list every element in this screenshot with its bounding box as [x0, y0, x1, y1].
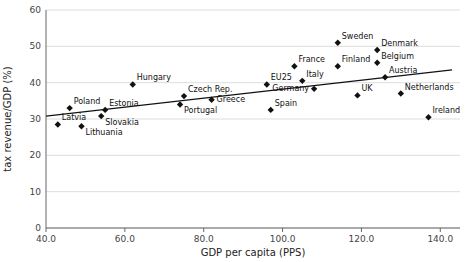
- point: [55, 121, 61, 127]
- point: [374, 47, 380, 53]
- y-tick-label: 30: [30, 114, 42, 124]
- x-tick: [124, 228, 125, 232]
- point-label: Belgium: [381, 52, 414, 61]
- x-tick-label: 40.0: [36, 234, 56, 244]
- point-label: Sweden: [342, 32, 374, 41]
- grid-line: [46, 191, 460, 192]
- y-axis-label: tax revenue/GDP (%): [2, 66, 13, 172]
- point-label: Poland: [74, 97, 101, 106]
- point: [335, 63, 341, 69]
- x-tick-label: 120.0: [349, 234, 375, 244]
- y-tick-label: 0: [35, 223, 41, 233]
- point-label: Italy: [306, 70, 324, 79]
- x-tick-label: 60.0: [115, 234, 135, 244]
- y-tick-label: 60: [30, 5, 42, 15]
- y-tick-label: 50: [30, 41, 42, 51]
- point: [181, 93, 187, 99]
- y-axis: [46, 10, 47, 228]
- point: [130, 81, 136, 87]
- x-tick: [440, 228, 441, 232]
- point: [264, 81, 270, 87]
- point: [335, 40, 341, 46]
- x-tick-label: 100.0: [270, 234, 296, 244]
- grid: [46, 10, 460, 228]
- point: [177, 101, 183, 107]
- grid-line: [46, 228, 460, 229]
- point-label: Ireland: [432, 106, 460, 115]
- x-axis-label: GDP per capita (PPS): [201, 247, 306, 258]
- point: [299, 78, 305, 84]
- point-label: Netherlands: [405, 83, 454, 92]
- y-tick-label: 20: [30, 150, 42, 160]
- point-label: Germany: [272, 84, 309, 93]
- y-tick-label: 40: [30, 78, 42, 88]
- point: [425, 114, 431, 120]
- point-label: Finland: [342, 55, 371, 64]
- grid-line: [46, 82, 460, 83]
- point: [354, 92, 360, 98]
- point-label: UK: [361, 84, 373, 93]
- x-tick-label: 80.0: [194, 234, 214, 244]
- point: [398, 90, 404, 96]
- chart: 0 10 20 30 40 50 60 40.0 60.0 80.0 100.0 120.0 140.0…: [0, 0, 474, 262]
- point-label: Lithuania: [85, 128, 122, 137]
- trend-line: [46, 70, 452, 116]
- point: [66, 105, 72, 111]
- point-label: France: [298, 55, 325, 64]
- grid-line: [46, 155, 460, 156]
- x-tick-label: 140.0: [427, 234, 453, 244]
- x-tick: [203, 228, 204, 232]
- point-label: Estonia: [109, 99, 139, 108]
- x-tick: [282, 228, 283, 232]
- point-label: Greece: [217, 95, 246, 104]
- point-label: Austria: [389, 66, 417, 75]
- point-label: EU25: [271, 73, 292, 82]
- point-label: Denmark: [381, 39, 418, 48]
- point-label: Portugal: [184, 106, 217, 115]
- point: [374, 59, 380, 65]
- point: [291, 63, 297, 69]
- x-tick: [361, 228, 362, 232]
- y-tick-label: 10: [30, 187, 42, 197]
- point: [311, 86, 317, 92]
- point: [268, 107, 274, 113]
- point-label: Spain: [275, 99, 297, 108]
- point: [78, 123, 84, 129]
- x-axis: [46, 228, 460, 229]
- marks: [46, 40, 452, 130]
- grid-line: [46, 10, 460, 11]
- point: [98, 113, 104, 119]
- point-label: Czech Rep.: [188, 85, 232, 94]
- point-label: Slovakia: [105, 118, 139, 127]
- point-label: Latvia: [62, 113, 86, 122]
- point-label: Hungary: [137, 73, 171, 82]
- x-tick: [46, 228, 47, 232]
